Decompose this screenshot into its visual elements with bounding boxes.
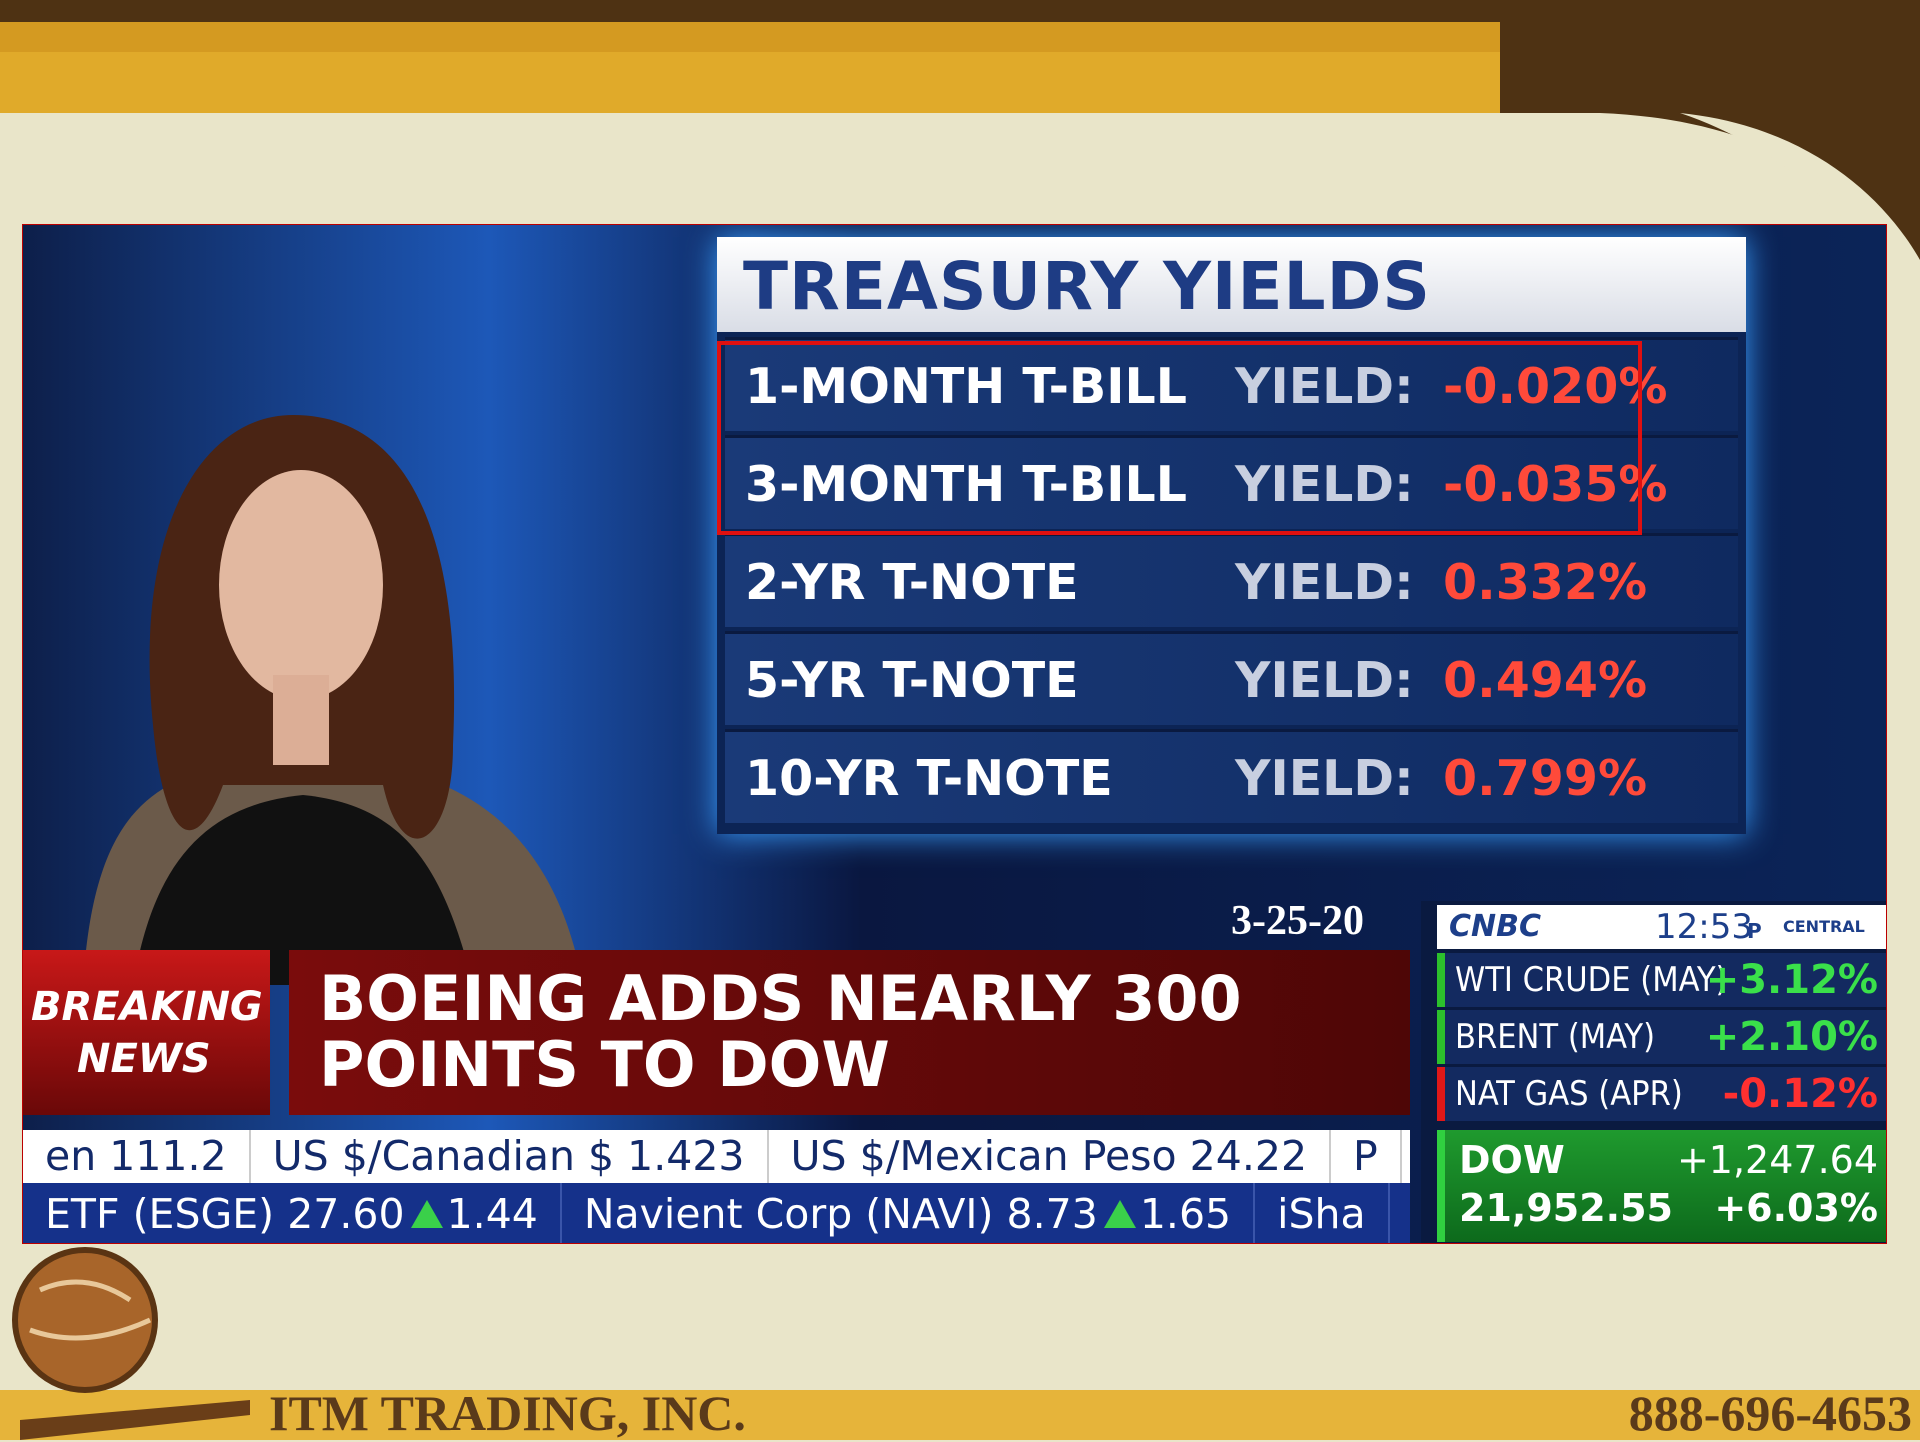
up-arrow	[1103, 1200, 1136, 1228]
ticker-row: ETF (ESGE) 27.60 1.44 Navient Corp (NAVI) …	[23, 1183, 1410, 1243]
date-label: 3-25-20	[1231, 898, 1364, 944]
yield-value: -0.020%	[1443, 358, 1668, 415]
ticker-text: ETF (ESGE) 27.60	[45, 1190, 405, 1238]
yield-label: YIELD:	[1235, 750, 1414, 807]
breaking-news-badge: BREAKING NEWS	[23, 950, 270, 1115]
ticker-item: ETF (ESGE) 27.60 1.44	[23, 1183, 562, 1243]
commodity-change: +3.12%	[1705, 957, 1878, 1003]
ticker-item: US $/Canadian $ 1.423	[251, 1130, 769, 1183]
yield-row: 2-YR T-NOTE YIELD: 0.332%	[725, 533, 1738, 627]
dow-change: +1,247.64	[1676, 1138, 1878, 1182]
commodity-name: WTI CRUDE (MAY)	[1455, 960, 1728, 1000]
ticker-item: Navient Corp (NAVI) 8.73 1.65	[562, 1183, 1256, 1243]
ticker-text: iSha	[1277, 1190, 1366, 1238]
cnbc-header: CNBC 12:53 P CENTRAL	[1437, 905, 1886, 949]
yield-row: 10-YR T-NOTE YIELD: 0.799%	[725, 729, 1738, 823]
dow-value: 21,952.55	[1459, 1186, 1673, 1230]
ticker-item: US $/Mexican Peso 24.22	[769, 1130, 1332, 1183]
yield-value: 0.494%	[1443, 652, 1648, 709]
ticker-item: iSha	[1255, 1183, 1390, 1243]
company-name: ITM TRADING, INC.	[269, 1385, 746, 1441]
tv-screenshot: TREASURY YIELDS 1-MONTH T-BILL YIELD: -0.0…	[22, 224, 1887, 1244]
yield-value: 0.332%	[1443, 554, 1648, 611]
clock: 12:53	[1655, 907, 1753, 947]
breaking-label: BREAKING	[31, 984, 263, 1030]
time-zone: CENTRAL	[1783, 917, 1865, 936]
yield-value: 0.799%	[1443, 750, 1648, 807]
yield-row: 3-MONTH T-BILL YIELD: -0.035%	[725, 435, 1738, 529]
dow-percent: +6.03%	[1714, 1186, 1878, 1230]
ticker-text: Navient Corp (NAVI) 8.73	[583, 1190, 1098, 1238]
dow-box: DOW 21,952.55 +1,247.64 +6.03%	[1437, 1130, 1886, 1242]
security-name: 5-YR T-NOTE	[745, 652, 1079, 709]
treasury-panel: TREASURY YIELDS 1-MONTH T-BILL YIELD: -0.0…	[717, 237, 1746, 834]
ticker-change: 1.44	[446, 1190, 538, 1238]
cnbc-logo: CNBC	[1449, 909, 1542, 944]
cnbc-panel: CNBC 12:53 P CENTRAL DOW 21,952.55 +1,24…	[1421, 901, 1886, 1243]
yield-value: -0.035%	[1443, 456, 1668, 513]
security-name: 3-MONTH T-BILL	[745, 456, 1187, 513]
yield-row: 5-YR T-NOTE YIELD: 0.494%	[725, 631, 1738, 725]
security-name: 1-MONTH T-BILL	[745, 358, 1187, 415]
headline: BOEING ADDS NEARLY 300 POINTS TO DOW	[289, 950, 1410, 1115]
yield-row: 1-MONTH T-BILL YIELD: -0.020%	[725, 337, 1738, 431]
headline-line: POINTS TO DOW	[319, 1028, 890, 1101]
ticker-change: 1.65	[1139, 1190, 1232, 1238]
yield-label: YIELD:	[1235, 456, 1414, 513]
panel-title: TREASURY YIELDS	[717, 237, 1746, 332]
highlight-box	[717, 341, 1642, 535]
yield-label: YIELD:	[1235, 554, 1414, 611]
commodity-row: WTI CRUDE (MAY) +3.12%	[1437, 953, 1886, 1007]
commodity-row: BRENT (MAY) +2.10%	[1437, 1010, 1886, 1064]
ticker-item: P	[1331, 1130, 1402, 1183]
commodity-change: +2.10%	[1705, 1014, 1878, 1060]
yield-label: YIELD:	[1235, 358, 1414, 415]
security-name: 2-YR T-NOTE	[745, 554, 1079, 611]
phone-number: 888-696-4653	[1628, 1385, 1912, 1441]
headline-line: BOEING ADDS NEARLY 300	[319, 962, 1242, 1035]
security-name: 10-YR T-NOTE	[745, 750, 1113, 807]
commodity-change: -0.12%	[1722, 1071, 1878, 1117]
clock-ampm: P	[1747, 919, 1762, 943]
commodity-row: NAT GAS (APR) -0.12%	[1437, 1067, 1886, 1121]
up-arrow	[410, 1200, 443, 1228]
news-label: NEWS	[77, 1036, 211, 1082]
yield-label: YIELD:	[1235, 652, 1414, 709]
ticker-item: en 111.2	[23, 1130, 251, 1183]
anchor-figure	[83, 415, 583, 985]
dow-label: DOW	[1459, 1138, 1565, 1182]
ticker-row: en 111.2 US $/Canadian $ 1.423 US $/Mexica…	[23, 1130, 1410, 1183]
commodity-name: NAT GAS (APR)	[1455, 1074, 1683, 1114]
commodity-name: BRENT (MAY)	[1455, 1017, 1656, 1057]
